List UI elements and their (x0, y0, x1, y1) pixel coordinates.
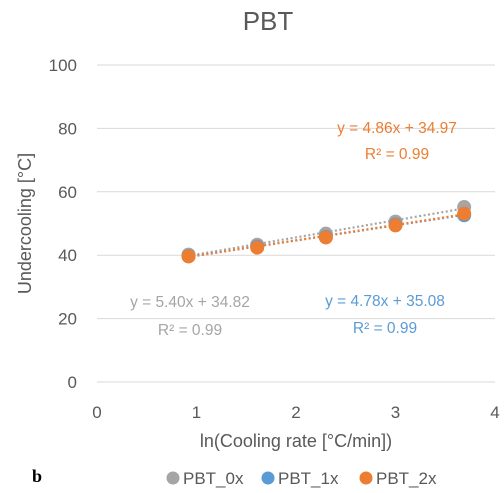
legend-marker (166, 471, 180, 485)
legend-marker (261, 471, 275, 485)
y-tick-label: 80 (58, 119, 77, 138)
trendline-r2: R² = 0.99 (353, 320, 417, 337)
point-PBT_2x (318, 230, 333, 245)
x-axis-label: ln(Cooling rate [°C/min]) (200, 431, 392, 451)
legend: PBT_0x PBT_1x PBT_2x (166, 469, 437, 488)
x-tick-label: 0 (92, 403, 101, 422)
y-tick-label: 20 (58, 310, 77, 329)
x-tick-label: 1 (192, 403, 201, 422)
y-tick-label: 40 (58, 246, 77, 265)
legend-marker (359, 471, 373, 485)
x-tick-label: 4 (490, 403, 499, 422)
point-PBT_2x (181, 249, 196, 264)
trendline-annotations: y = 5.40x + 34.82 R² = 0.99 y = 4.78x + 35… (130, 120, 457, 339)
y-axis-label: Undercooling [°C] (15, 153, 35, 294)
point-PBT_2x (388, 218, 403, 233)
y-tick-labels: 0 20 40 60 80 100 (49, 56, 77, 392)
trendline-equation: y = 5.40x + 34.82 (130, 294, 250, 311)
y-tick-label: 100 (49, 56, 77, 75)
x-tick-label: 3 (391, 403, 400, 422)
point-PBT_2x (457, 206, 472, 221)
panel-label: b (32, 466, 43, 486)
legend-label: PBT_0x (183, 469, 244, 488)
x-tick-labels: 0 1 2 3 4 (92, 403, 499, 422)
x-tick-label: 2 (291, 403, 300, 422)
legend-label: PBT_2x (376, 469, 437, 488)
point-PBT_2x (250, 240, 265, 255)
trendline-PBT_2x (188, 213, 465, 259)
y-tick-label: 0 (68, 373, 77, 392)
data-points (181, 200, 472, 264)
trendline-equation: y = 4.86x + 34.97 (337, 120, 457, 137)
legend-label: PBT_1x (278, 469, 339, 488)
gridlines (97, 64, 495, 383)
y-tick-label: 60 (58, 183, 77, 202)
trendline-r2: R² = 0.99 (158, 322, 222, 339)
chart-title: PBT (243, 6, 294, 36)
trendline-r2: R² = 0.99 (365, 146, 429, 163)
trendline-equation: y = 4.78x + 35.08 (325, 293, 445, 310)
